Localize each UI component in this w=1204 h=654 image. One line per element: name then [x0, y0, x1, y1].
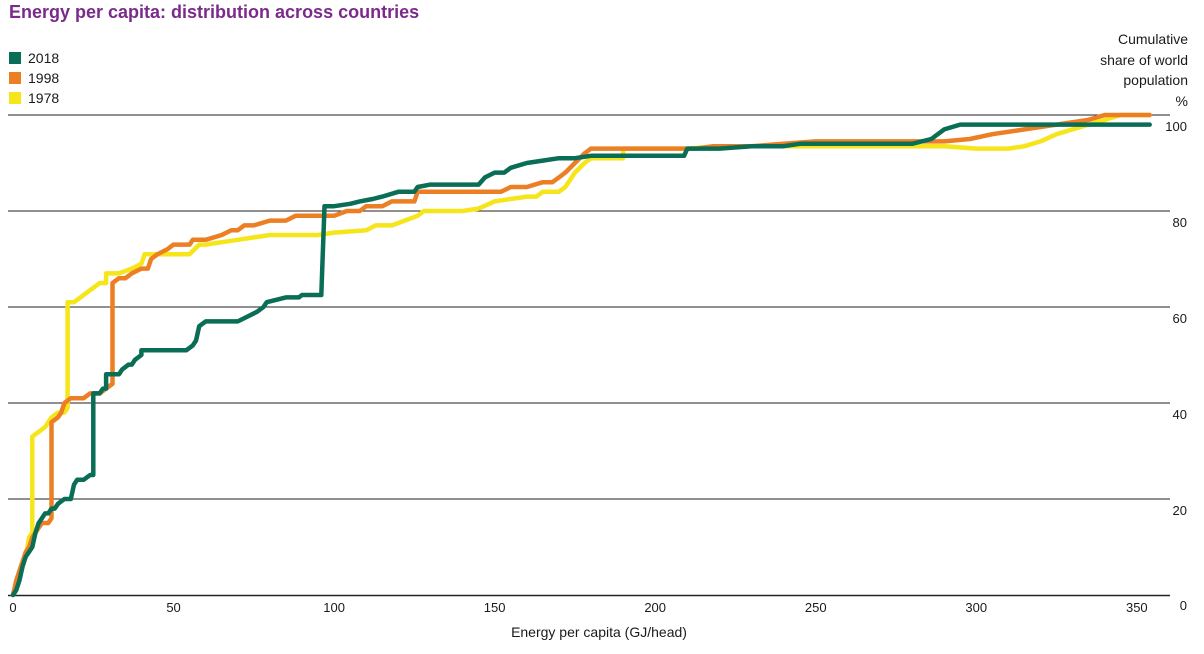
y-tick-label: 20: [1173, 503, 1187, 518]
legend-swatch-1978: [9, 92, 21, 104]
legend-item-1978: 1978: [9, 88, 59, 108]
legend-label-2018: 2018: [28, 50, 60, 66]
x-tick-label: 100: [323, 600, 345, 615]
legend: 2018 1998 1978: [9, 48, 59, 108]
y-axis-label-line: share of world: [1100, 51, 1188, 68]
y-axis-label-line: population: [1123, 72, 1188, 88]
chart-title: Energy per capita: distribution across c…: [9, 2, 420, 22]
x-tick-label: 0: [9, 600, 16, 615]
y-tick-label: 60: [1173, 311, 1187, 326]
x-tick-label: 300: [965, 600, 987, 615]
x-tick-label: 200: [644, 600, 666, 615]
y-axis-label-line: %: [1175, 92, 1188, 109]
y-tick-label: 40: [1173, 407, 1187, 422]
legend-swatch-2018: [9, 52, 21, 64]
legend-label-1978: 1978: [28, 90, 60, 106]
y-tick-label: 100: [1165, 119, 1187, 134]
series-line-1998: [10, 112, 1152, 598]
y-tick-label: 80: [1173, 215, 1187, 230]
series-line-1978: [10, 112, 1152, 598]
x-tick-label: 250: [805, 600, 827, 615]
x-tick-label: 150: [484, 600, 506, 615]
y-axis-label: Cumulative share of world population %: [1100, 29, 1188, 111]
x-tick-label: 50: [166, 600, 180, 615]
legend-label-1998: 1998: [28, 70, 60, 86]
legend-item-1998: 1998: [9, 68, 59, 88]
legend-item-2018: 2018: [9, 48, 59, 68]
legend-swatch-1998: [9, 72, 21, 84]
x-axis-label: Energy per capita (GJ/head): [511, 624, 687, 640]
y-axis-label-line: Cumulative: [1117, 31, 1188, 47]
x-tick-label: 350: [1126, 600, 1148, 615]
y-tick-label: 0: [1180, 598, 1187, 613]
series-line-2018: [10, 122, 1152, 598]
